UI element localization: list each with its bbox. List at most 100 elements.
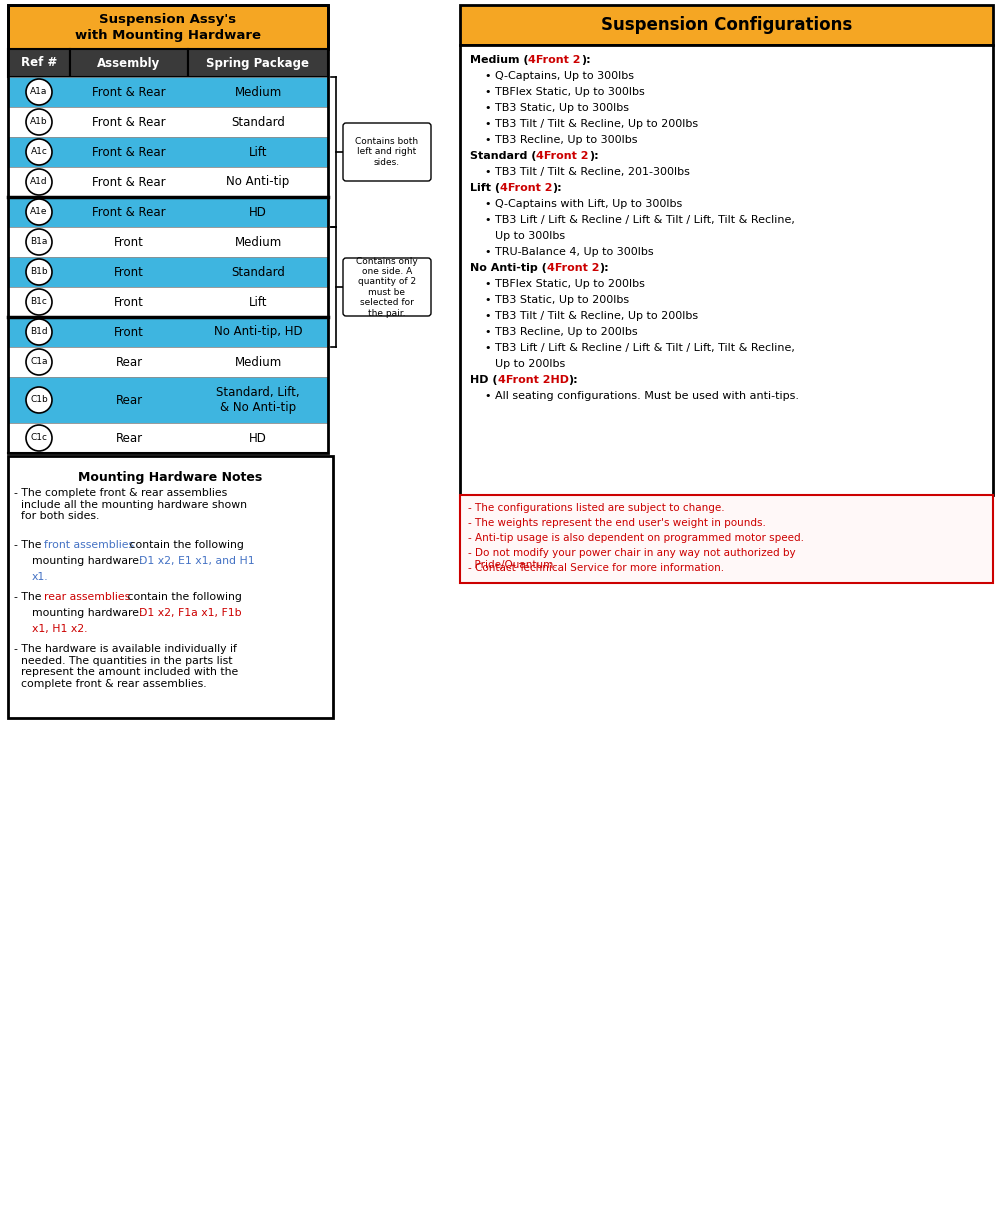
Text: Front & Rear: Front & Rear	[92, 86, 166, 98]
Text: Medium: Medium	[234, 235, 282, 249]
Text: 4Front 2: 4Front 2	[500, 183, 552, 192]
Text: A1a: A1a	[30, 87, 48, 97]
Text: Front & Rear: Front & Rear	[92, 115, 166, 129]
Text: - Contact Technical Service for more information.: - Contact Technical Service for more inf…	[468, 563, 724, 573]
Text: • TB3 Static, Up to 300lbs: • TB3 Static, Up to 300lbs	[485, 103, 629, 113]
Circle shape	[26, 319, 52, 345]
Text: mounting hardware:: mounting hardware:	[32, 557, 146, 566]
Text: Ref #: Ref #	[21, 56, 57, 70]
Text: HD (: HD (	[470, 375, 498, 385]
Text: D1 x2, F1a x1, F1b: D1 x2, F1a x1, F1b	[139, 608, 242, 618]
Text: Up to 300lbs: Up to 300lbs	[495, 230, 565, 242]
Text: 4Front 2: 4Front 2	[536, 151, 589, 161]
Circle shape	[26, 229, 52, 255]
Circle shape	[26, 109, 52, 135]
Circle shape	[26, 425, 52, 451]
Text: Lift: Lift	[249, 295, 267, 309]
Circle shape	[26, 139, 52, 166]
Bar	[70, 49, 188, 77]
Bar	[8, 287, 328, 318]
Circle shape	[26, 349, 52, 375]
Text: Medium: Medium	[234, 86, 282, 98]
Bar	[8, 107, 328, 137]
Text: C1c: C1c	[30, 434, 48, 443]
Bar	[8, 5, 328, 452]
Bar	[8, 227, 328, 257]
Text: • TB3 Tilt / Tilt & Recline, Up to 200lbs: • TB3 Tilt / Tilt & Recline, Up to 200lb…	[485, 119, 698, 129]
Text: Front & Rear: Front & Rear	[92, 206, 166, 218]
Bar	[8, 137, 328, 167]
Text: No Anti-tip, HD: No Anti-tip, HD	[214, 325, 302, 338]
Text: • TB3 Lift / Lift & Recline / Lift & Tilt / Lift, Tilt & Recline,: • TB3 Lift / Lift & Recline / Lift & Til…	[485, 215, 795, 226]
Text: Standard (: Standard (	[470, 151, 536, 161]
Circle shape	[26, 169, 52, 195]
Text: Front: Front	[114, 235, 144, 249]
Text: mounting hardware:: mounting hardware:	[32, 608, 146, 618]
Text: Suspension Assy's
with Mounting Hardware: Suspension Assy's with Mounting Hardware	[75, 12, 261, 42]
Text: • TB3 Static, Up to 200lbs: • TB3 Static, Up to 200lbs	[485, 295, 629, 305]
Text: - The hardware is available individually if
  needed. The quantities in the part: - The hardware is available individually…	[14, 644, 238, 689]
Text: Lift: Lift	[249, 146, 267, 158]
Text: 4Front 2: 4Front 2	[528, 55, 581, 65]
Text: • Q-Captains, Up to 300lbs: • Q-Captains, Up to 300lbs	[485, 71, 634, 81]
Bar	[8, 318, 328, 347]
Text: B1d: B1d	[30, 327, 48, 336]
Text: Up to 200lbs: Up to 200lbs	[495, 359, 565, 369]
Text: B1a: B1a	[30, 238, 48, 246]
Text: ):: ):	[599, 264, 609, 273]
Text: B1b: B1b	[30, 267, 48, 277]
Text: • TBFlex Static, Up to 300lbs: • TBFlex Static, Up to 300lbs	[485, 87, 645, 97]
Text: • TB3 Tilt / Tilt & Recline, Up to 200lbs: • TB3 Tilt / Tilt & Recline, Up to 200lb…	[485, 311, 698, 321]
Bar	[460, 495, 993, 584]
Text: • TB3 Recline, Up to 300lbs: • TB3 Recline, Up to 300lbs	[485, 135, 638, 145]
Text: Suspension Configurations: Suspension Configurations	[601, 16, 852, 34]
Text: Mounting Hardware Notes: Mounting Hardware Notes	[78, 471, 263, 484]
Text: Medium: Medium	[234, 356, 282, 369]
Text: 4Front 2HD: 4Front 2HD	[498, 375, 568, 385]
Text: contain the following: contain the following	[124, 592, 242, 602]
Text: Rear: Rear	[115, 394, 143, 407]
FancyBboxPatch shape	[343, 123, 431, 181]
Text: A1c: A1c	[31, 147, 47, 157]
Text: • TBFlex Static, Up to 200lbs: • TBFlex Static, Up to 200lbs	[485, 280, 645, 289]
FancyBboxPatch shape	[343, 257, 431, 316]
Text: • All seating configurations. Must be used with anti-tips.: • All seating configurations. Must be us…	[485, 391, 799, 401]
Text: No Anti-tip (: No Anti-tip (	[470, 264, 547, 273]
Text: • TRU-Balance 4, Up to 300lbs: • TRU-Balance 4, Up to 300lbs	[485, 246, 654, 257]
Text: front assemblies: front assemblies	[44, 539, 134, 550]
Text: 4Front 2: 4Front 2	[547, 264, 599, 273]
Text: Front & Rear: Front & Rear	[92, 146, 166, 158]
Bar	[8, 167, 328, 197]
Text: - The: - The	[14, 592, 45, 602]
Text: ):: ):	[581, 55, 591, 65]
Bar	[460, 45, 993, 495]
Text: - The weights represent the end user's weight in pounds.: - The weights represent the end user's w…	[468, 519, 766, 528]
Bar	[8, 197, 328, 227]
Text: x1.: x1.	[32, 573, 49, 582]
Circle shape	[26, 289, 52, 315]
Text: x1, H1 x2.: x1, H1 x2.	[32, 624, 88, 634]
Circle shape	[26, 199, 52, 226]
Text: - The: - The	[14, 539, 45, 550]
Bar	[8, 257, 328, 287]
Text: C1b: C1b	[30, 396, 48, 405]
Text: - The complete front & rear assemblies
  include all the mounting hardware shown: - The complete front & rear assemblies i…	[14, 488, 247, 521]
Bar	[8, 49, 70, 77]
Text: Standard: Standard	[231, 266, 285, 278]
Text: • Q-Captains with Lift, Up to 300lbs: • Q-Captains with Lift, Up to 300lbs	[485, 199, 682, 208]
Bar	[460, 5, 993, 45]
Text: ):: ):	[552, 183, 562, 192]
Text: Medium (: Medium (	[470, 55, 528, 65]
Text: Standard, Lift,
& No Anti-tip: Standard, Lift, & No Anti-tip	[216, 386, 300, 414]
Text: Front: Front	[114, 325, 144, 338]
Text: Rear: Rear	[115, 356, 143, 369]
Text: • TB3 Lift / Lift & Recline / Lift & Tilt / Lift, Tilt & Recline,: • TB3 Lift / Lift & Recline / Lift & Til…	[485, 343, 795, 353]
Text: - Do not modify your power chair in any way not authorized by
  Pride/Quantum.: - Do not modify your power chair in any …	[468, 548, 796, 570]
Text: HD: HD	[249, 206, 267, 218]
Bar	[8, 347, 328, 378]
Text: Front: Front	[114, 295, 144, 309]
Text: Assembly: Assembly	[97, 56, 161, 70]
Text: contain the following: contain the following	[126, 539, 244, 550]
Text: Contains only
one side. A
quantity of 2
must be
selected for
the pair.: Contains only one side. A quantity of 2 …	[356, 256, 418, 318]
Bar	[188, 49, 328, 77]
